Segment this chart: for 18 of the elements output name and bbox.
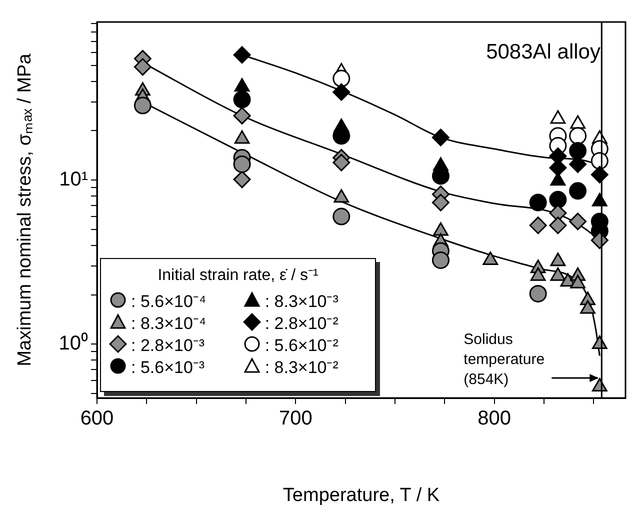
- legend-label: : 5.6×10⁻⁴: [131, 290, 206, 312]
- x-tick-label: 600: [80, 408, 114, 430]
- y-tick-label: 10¹: [59, 168, 88, 191]
- y-axis-title: Maximum nominal stress, σₘₐₓ / MPa: [14, 53, 36, 366]
- legend-label: : 5.6×10⁻²: [264, 334, 338, 356]
- legend-label: : 8.3×10⁻⁴: [131, 312, 206, 334]
- legend-label: : 2.8×10⁻³: [131, 334, 205, 356]
- legend-label: : 2.8×10⁻²: [264, 312, 338, 334]
- x-axis-title: Temperature, T / K: [282, 484, 440, 506]
- legend-label: : 8.3×10⁻²: [264, 356, 338, 378]
- legend-title: Initial strain rate, ε̇ / s⁻¹: [156, 266, 320, 285]
- legend-label: : 5.6×10⁻³: [131, 356, 205, 378]
- annotation: 5083Al alloy: [486, 40, 601, 64]
- x-tick-label: 700: [278, 408, 312, 430]
- x-tick-label: 800: [478, 408, 512, 430]
- legend-label: : 8.3×10⁻³: [264, 290, 338, 312]
- ref-line-label: Solidus temperature (854K): [464, 331, 545, 388]
- y-tick-label: 10⁰: [58, 332, 88, 355]
